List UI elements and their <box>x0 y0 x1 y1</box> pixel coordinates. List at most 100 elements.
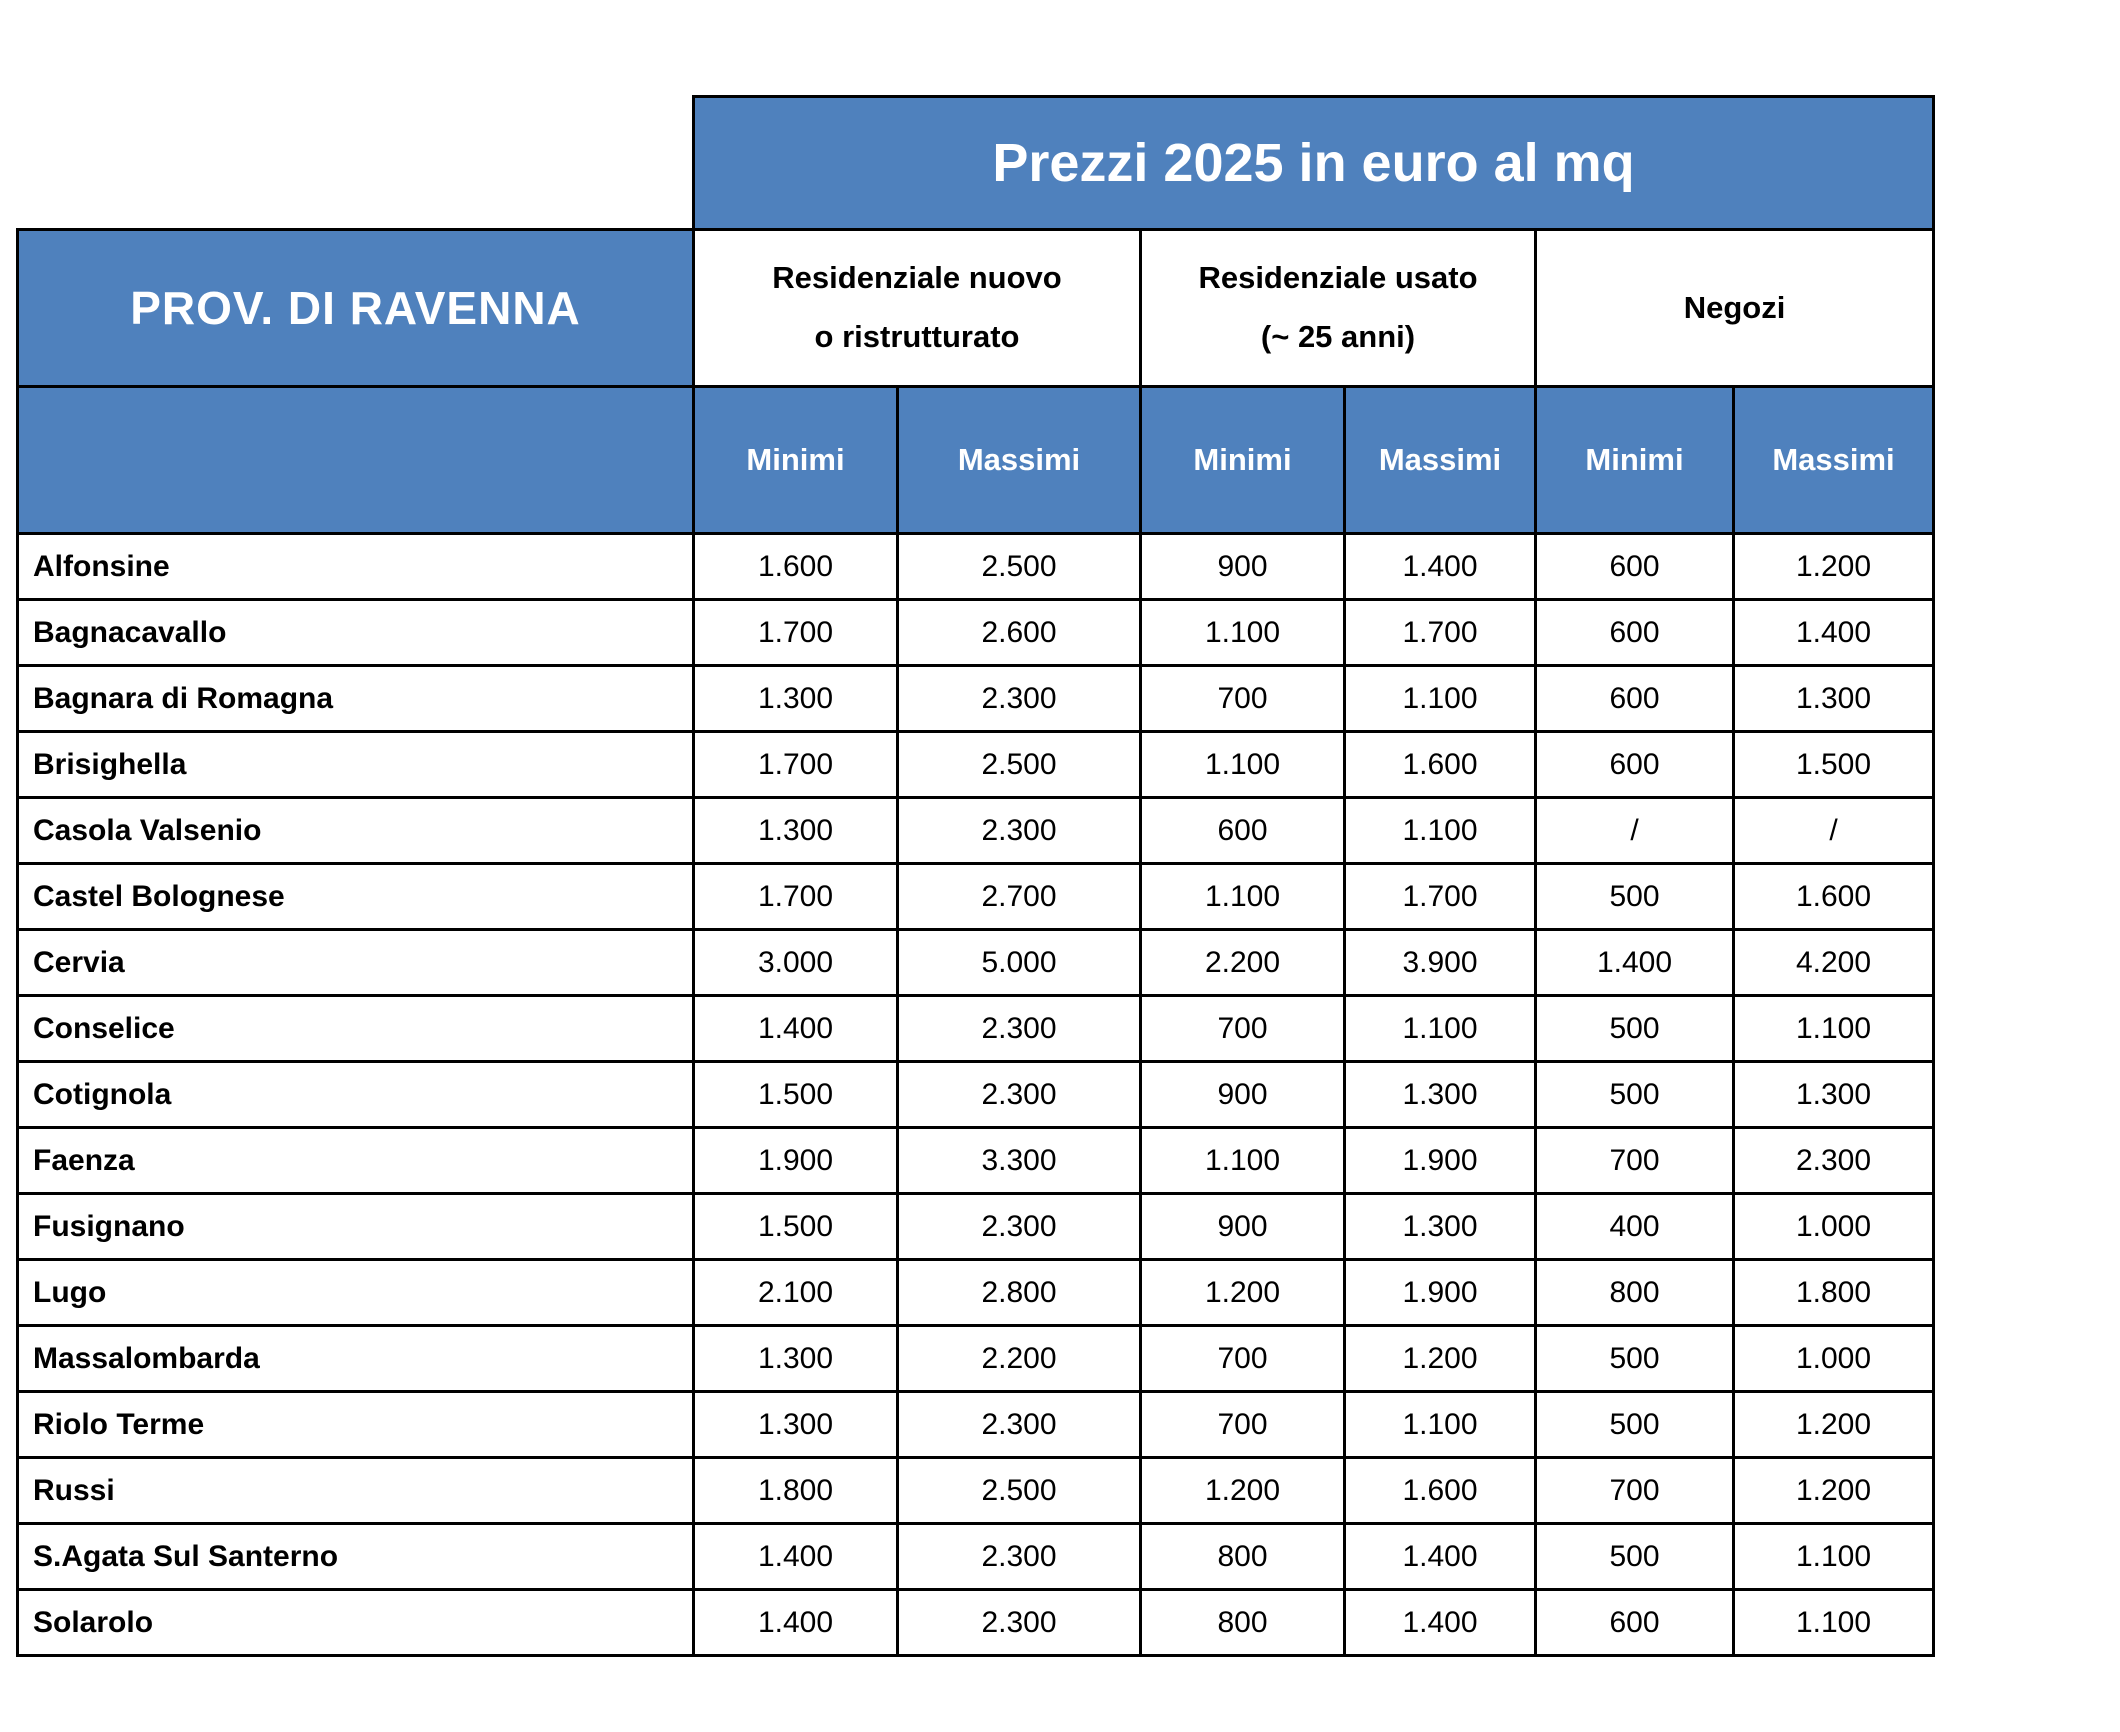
table-row: Russi 1.800 2.500 1.200 1.600 700 1.200 <box>16 1456 1935 1525</box>
price-value: 2.300 <box>896 1588 1142 1657</box>
price-value: 2.300 <box>896 1522 1142 1591</box>
municipality-name: S.Agata Sul Santerno <box>16 1522 695 1591</box>
municipality-name: Bagnara di Romagna <box>16 664 695 733</box>
subheader-empty <box>16 385 695 535</box>
price-value: 2.300 <box>896 664 1142 733</box>
price-value: 1.900 <box>692 1126 899 1195</box>
price-value: 1.400 <box>1732 598 1935 667</box>
price-value: 500 <box>1534 1060 1735 1129</box>
price-value: 1.000 <box>1732 1192 1935 1261</box>
municipality-name: Riolo Terme <box>16 1390 695 1459</box>
price-value: 600 <box>1534 532 1735 601</box>
price-value: 5.000 <box>896 928 1142 997</box>
table-row: Conselice 1.400 2.300 700 1.100 500 1.100 <box>16 994 1935 1063</box>
price-value: 4.200 <box>1732 928 1935 997</box>
price-value: 2.700 <box>896 862 1142 931</box>
subheader-minimi-1: Minimi <box>692 385 899 535</box>
price-value: 500 <box>1534 1522 1735 1591</box>
price-value: 2.500 <box>896 1456 1142 1525</box>
price-value: 500 <box>1534 862 1735 931</box>
table-body: Alfonsine 1.600 2.500 900 1.400 600 1.200 Bagna… <box>16 532 1935 1657</box>
price-value: 2.200 <box>896 1324 1142 1393</box>
table-row: Fusignano 1.500 2.300 900 1.300 400 1.000 <box>16 1192 1935 1261</box>
price-value: 1.200 <box>1139 1456 1346 1525</box>
price-value: 1.700 <box>692 598 899 667</box>
price-value: 2.200 <box>1139 928 1346 997</box>
price-value: / <box>1732 796 1935 865</box>
price-value: 2.500 <box>896 730 1142 799</box>
price-value: 700 <box>1139 664 1346 733</box>
table-title: Prezzi 2025 in euro al mq <box>692 95 1935 231</box>
price-value: 1.400 <box>692 994 899 1063</box>
table-row: Faenza 1.900 3.300 1.100 1.900 700 2.300 <box>16 1126 1935 1195</box>
price-value: 1.900 <box>1343 1126 1537 1195</box>
price-value: 1.500 <box>1732 730 1935 799</box>
price-value: 3.900 <box>1343 928 1537 997</box>
price-value: 800 <box>1534 1258 1735 1327</box>
price-value: 1.400 <box>1343 1522 1537 1591</box>
price-value: 700 <box>1139 994 1346 1063</box>
price-value: 2.300 <box>896 1390 1142 1459</box>
price-value: 700 <box>1534 1126 1735 1195</box>
province-header: PROV. DI RAVENNA <box>16 228 695 388</box>
price-value: 2.300 <box>896 1060 1142 1129</box>
group-header-residenziale-nuovo: Residenziale nuovo o ristrutturato <box>692 228 1142 388</box>
price-value: 2.100 <box>692 1258 899 1327</box>
table-row: Castel Bolognese 1.700 2.700 1.100 1.700 500 1… <box>16 862 1935 931</box>
table-row: Riolo Terme 1.300 2.300 700 1.100 500 1.200 <box>16 1390 1935 1459</box>
price-value: 2.300 <box>896 994 1142 1063</box>
price-value: 1.400 <box>692 1588 899 1657</box>
price-value: 1.100 <box>1343 1390 1537 1459</box>
price-value: 700 <box>1534 1456 1735 1525</box>
price-value: 700 <box>1139 1324 1346 1393</box>
price-value: 700 <box>1139 1390 1346 1459</box>
municipality-name: Faenza <box>16 1126 695 1195</box>
price-value: 1.600 <box>1343 730 1537 799</box>
price-value: 1.400 <box>1343 532 1537 601</box>
price-value: 600 <box>1534 664 1735 733</box>
municipality-name: Fusignano <box>16 1192 695 1261</box>
municipality-name: Castel Bolognese <box>16 862 695 931</box>
price-value: 900 <box>1139 1060 1346 1129</box>
price-value: 1.700 <box>692 862 899 931</box>
price-value: 1.400 <box>692 1522 899 1591</box>
price-value: 1.300 <box>1732 664 1935 733</box>
municipality-name: Brisighella <box>16 730 695 799</box>
table-row: Bagnacavallo 1.700 2.600 1.100 1.700 600 1.400 <box>16 598 1935 667</box>
price-value: 500 <box>1534 1324 1735 1393</box>
price-value: 3.000 <box>692 928 899 997</box>
price-value: 1.100 <box>1732 1588 1935 1657</box>
table-row: Brisighella 1.700 2.500 1.100 1.600 600 1.500 <box>16 730 1935 799</box>
table-row: S.Agata Sul Santerno 1.400 2.300 800 1.400 50… <box>16 1522 1935 1591</box>
municipality-name: Lugo <box>16 1258 695 1327</box>
group-header-negozi: Negozi <box>1534 228 1935 388</box>
subheader-row: Minimi Massimi Minimi Massimi Minimi Mas… <box>16 385 1935 535</box>
municipality-name: Russi <box>16 1456 695 1525</box>
price-value: 600 <box>1534 730 1735 799</box>
municipality-name: Cervia <box>16 928 695 997</box>
price-value: 1.400 <box>1534 928 1735 997</box>
price-value: 1.600 <box>692 532 899 601</box>
price-value: 1.300 <box>692 796 899 865</box>
price-value: 2.800 <box>896 1258 1142 1327</box>
subheader-massimi-1: Massimi <box>896 385 1142 535</box>
title-row: Prezzi 2025 in euro al mq <box>17 95 1935 231</box>
price-value: 1.100 <box>1139 598 1346 667</box>
price-value: 1.500 <box>692 1060 899 1129</box>
price-value: 1.600 <box>1732 862 1935 931</box>
table-row: Massalombarda 1.300 2.200 700 1.200 500 1.000 <box>16 1324 1935 1393</box>
price-value: 1.100 <box>1732 1522 1935 1591</box>
price-value: 1.200 <box>1343 1324 1537 1393</box>
price-value: 1.300 <box>1343 1060 1537 1129</box>
price-value: 1.300 <box>692 1390 899 1459</box>
price-value: 1.300 <box>692 1324 899 1393</box>
price-value: 500 <box>1534 1390 1735 1459</box>
subheader-minimi-2: Minimi <box>1139 385 1346 535</box>
price-value: 1.200 <box>1732 1456 1935 1525</box>
price-value: 800 <box>1139 1522 1346 1591</box>
price-value: 1.000 <box>1732 1324 1935 1393</box>
group-header-residenziale-usato: Residenziale usato (~ 25 anni) <box>1139 228 1537 388</box>
table-row: Casola Valsenio 1.300 2.300 600 1.100// <box>16 796 1935 865</box>
table-row: Alfonsine 1.600 2.500 900 1.400 600 1.200 <box>16 532 1935 601</box>
subheader-massimi-3: Massimi <box>1732 385 1935 535</box>
